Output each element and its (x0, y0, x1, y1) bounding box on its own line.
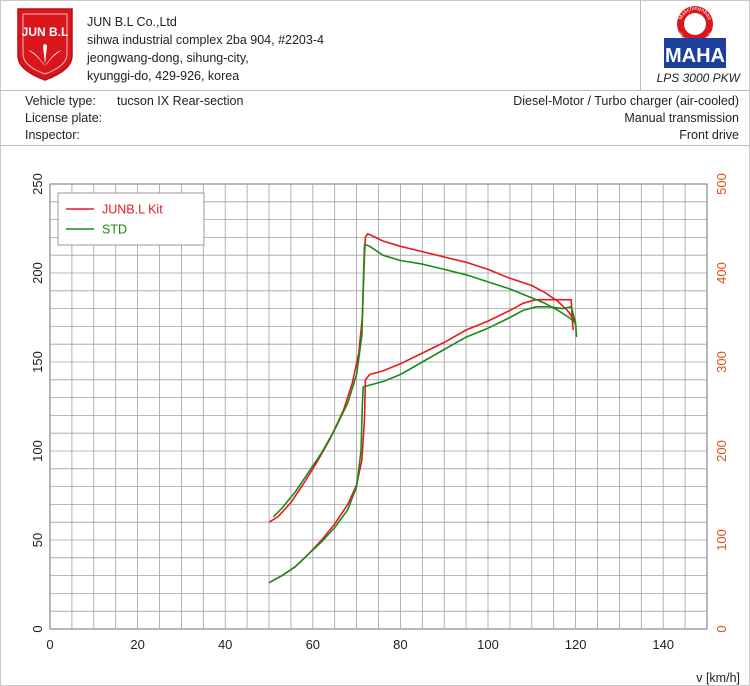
y-left-tick-label: 200 (30, 262, 45, 284)
inspector-label: Inspector: (25, 128, 80, 142)
y-right-tick-label: 200 (714, 440, 729, 462)
svg-text:JUN B.L: JUN B.L (22, 25, 69, 39)
report-header: JUN B.L JUN B.L Co.,Ltd sihwa industrial… (0, 0, 750, 91)
y-right-tick-label: 300 (714, 351, 729, 373)
y-right-tick-label: 100 (714, 529, 729, 551)
y-right-tick-label: 400 (714, 262, 729, 284)
x-tick-label: 120 (565, 637, 587, 652)
engine-type: Diesel-Motor / Turbo charger (air-cooled… (513, 94, 739, 108)
company-name: JUN B.L Co.,Ltd (87, 15, 177, 29)
x-tick-label: 140 (652, 637, 674, 652)
x-axis-label: v [km/h] (696, 671, 740, 685)
y-right-tick-label: 500 (714, 173, 729, 195)
legend-box (57, 192, 205, 246)
x-tick-label: 0 (46, 637, 53, 652)
vehicle-type-row: Vehicle type: tucson IX Rear-section (25, 94, 243, 108)
vehicle-type-value: tucson IX Rear-section (117, 94, 244, 108)
address-line-3: kyunggi-do, 429-926, korea (87, 69, 240, 83)
svg-text:MAHA: MAHA (665, 45, 725, 67)
y-left-tick-label: 150 (30, 351, 45, 373)
header-divider (640, 0, 641, 90)
legend-label: STD (102, 223, 127, 237)
x-tick-label: 60 (306, 637, 320, 652)
address-line-2: jeongwang-dong, sihung-city, (87, 51, 249, 65)
y-left-tick-label: 50 (30, 533, 45, 547)
address-line-1: sihwa industrial complex 2ba 904, #2203-… (87, 33, 324, 47)
maha-model: LPS 3000 PKW (656, 71, 740, 85)
std-curve-upper (272, 243, 577, 518)
company-address: JUN B.L Co.,Ltd sihwa industrial complex… (87, 13, 324, 85)
x-tick-label: 20 (130, 637, 144, 652)
kit-curve-lower (268, 298, 575, 584)
transmission-type: Manual transmission (624, 111, 739, 125)
y-left-tick-label: 100 (30, 440, 45, 462)
y-right-tick-label: 0 (714, 625, 729, 632)
dyno-chart: 0 20 40 60 80 100 120 140 v [km/h] 0 50 100 150 200 25… (30, 173, 740, 685)
license-plate-label: License plate: (25, 111, 103, 125)
vehicle-info: Vehicle type: tucson IX Rear-section Lice… (0, 91, 750, 146)
junbl-logo: JUN B.L (17, 8, 73, 81)
legend-label: JUNB.L Kit (102, 203, 163, 217)
y-left-tick-label: 250 (30, 173, 45, 195)
vehicle-type-label: Vehicle type: (25, 94, 96, 108)
maha-logo: Maschinenbau Haldenwang MAHA (664, 6, 726, 68)
x-tick-label: 40 (218, 637, 232, 652)
x-tick-label: 100 (477, 637, 499, 652)
drive-type: Front drive (679, 128, 739, 142)
y-left-tick-label: 0 (30, 625, 45, 632)
x-tick-label: 80 (393, 637, 407, 652)
std-curve-lower (268, 306, 578, 584)
